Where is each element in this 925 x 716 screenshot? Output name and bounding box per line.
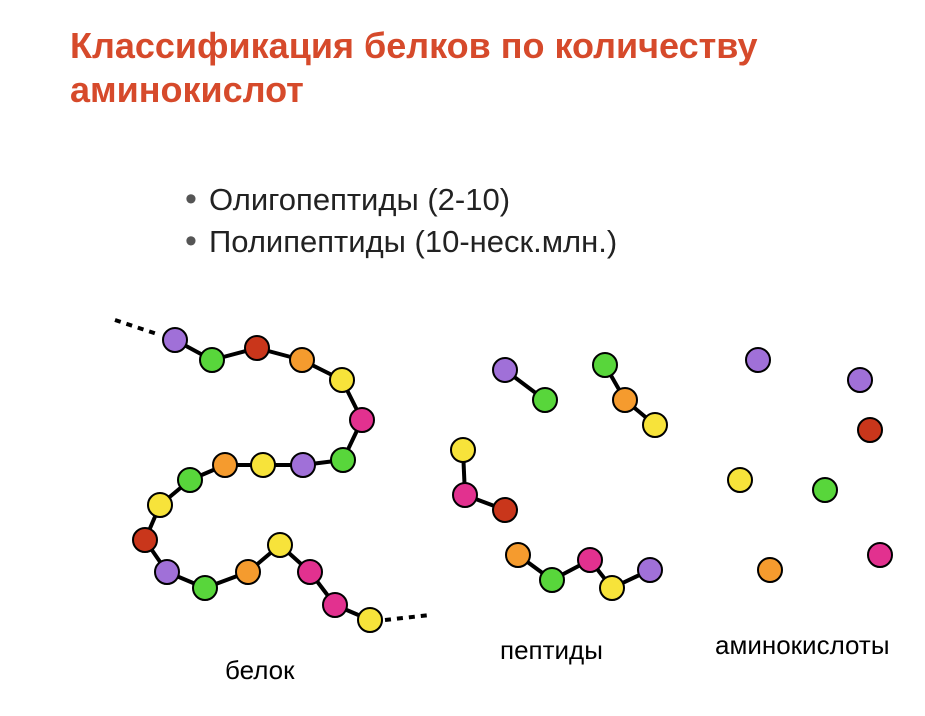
- label-peptides: пептиды: [500, 635, 603, 666]
- mol-node: [323, 593, 347, 617]
- diagram-svg: [0, 0, 925, 716]
- mol-node: [540, 568, 564, 592]
- label-amino: аминокислоты: [715, 630, 890, 661]
- mol-node: [868, 543, 892, 567]
- mol-node: [178, 468, 202, 492]
- mol-node: [200, 348, 224, 372]
- mol-node: [358, 608, 382, 632]
- mol-node: [453, 483, 477, 507]
- mol-node: [290, 348, 314, 372]
- mol-node: [148, 493, 172, 517]
- mol-node: [506, 543, 530, 567]
- mol-node: [330, 368, 354, 392]
- mol-node: [193, 576, 217, 600]
- mol-node: [291, 453, 315, 477]
- mol-node: [493, 358, 517, 382]
- mol-node: [728, 468, 752, 492]
- mol-node: [133, 528, 157, 552]
- label-protein: белок: [225, 655, 295, 686]
- mol-node: [533, 388, 557, 412]
- mol-node: [858, 418, 882, 442]
- mol-node: [245, 336, 269, 360]
- mol-node: [493, 498, 517, 522]
- mol-node: [236, 560, 260, 584]
- mol-node: [600, 576, 624, 600]
- mol-node: [578, 548, 602, 572]
- mol-node: [163, 328, 187, 352]
- mol-node: [746, 348, 770, 372]
- mol-node: [643, 413, 667, 437]
- mol-node: [638, 558, 662, 582]
- mol-node: [451, 438, 475, 462]
- mol-node: [593, 353, 617, 377]
- mol-node: [813, 478, 837, 502]
- mol-node: [268, 533, 292, 557]
- mol-node: [251, 453, 275, 477]
- mol-node: [331, 448, 355, 472]
- mol-node: [298, 560, 322, 584]
- chain-dash: [115, 320, 160, 335]
- chain-dash: [385, 615, 430, 620]
- mol-node: [213, 453, 237, 477]
- mol-node: [613, 388, 637, 412]
- slide-root: Классификация белков по количеству амино…: [0, 0, 925, 716]
- mol-node: [350, 408, 374, 432]
- mol-node: [848, 368, 872, 392]
- mol-node: [758, 558, 782, 582]
- mol-node: [155, 560, 179, 584]
